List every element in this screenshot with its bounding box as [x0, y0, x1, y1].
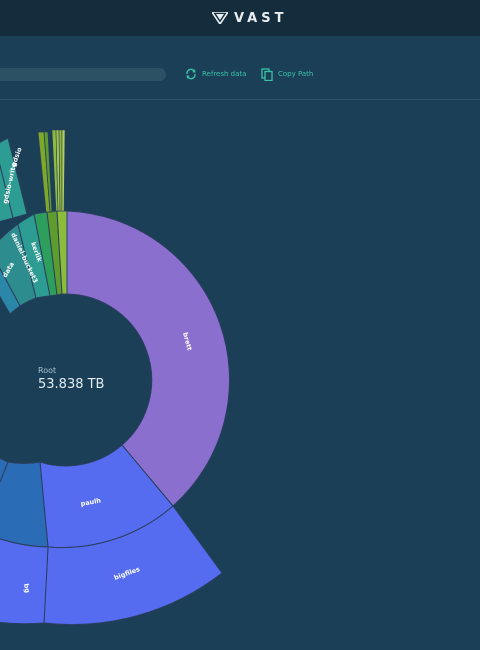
segment-data-small[interactable]	[0, 250, 21, 315]
toolbar-divider	[0, 99, 480, 100]
segment-dark-blue[interactable]	[0, 461, 49, 548]
label-bg: bg	[22, 583, 32, 594]
segment-brett[interactable]	[66, 210, 230, 507]
vast-logo[interactable]: VAST	[212, 9, 287, 27]
segment-outer-green-2[interactable]	[43, 131, 53, 213]
segment-bg[interactable]	[0, 531, 49, 625]
sunburst-chart-area: brett paulh bigfiles bg kerlik daniel-bu…	[0, 100, 480, 650]
refresh-data-label: Refresh data	[202, 70, 247, 78]
segment-dark-blue-2[interactable]	[0, 452, 9, 531]
copy-icon	[261, 67, 273, 81]
refresh-icon	[186, 68, 196, 80]
top-bar: VAST	[0, 0, 480, 36]
copy-path-label: Copy Path	[278, 70, 314, 78]
vast-logo-icon	[212, 12, 228, 24]
sunburst-chart: brett paulh bigfiles bg kerlik daniel-bu…	[0, 129, 230, 626]
label-paulh: paulh	[80, 496, 102, 508]
refresh-data-button[interactable]: Refresh data	[185, 66, 246, 82]
segment-gdsio[interactable]	[0, 137, 28, 219]
center-name: Root	[38, 366, 57, 375]
segment-bigfiles[interactable]	[43, 505, 223, 626]
copy-path-button[interactable]: Copy Path	[261, 66, 313, 82]
logo-text: VAST	[234, 10, 288, 26]
center-size: 53.838 TB	[38, 377, 105, 392]
segment-outer-lime-4[interactable]	[61, 129, 66, 212]
center-label: Root 53.838 TB	[38, 366, 104, 392]
path-input[interactable]	[0, 68, 166, 81]
